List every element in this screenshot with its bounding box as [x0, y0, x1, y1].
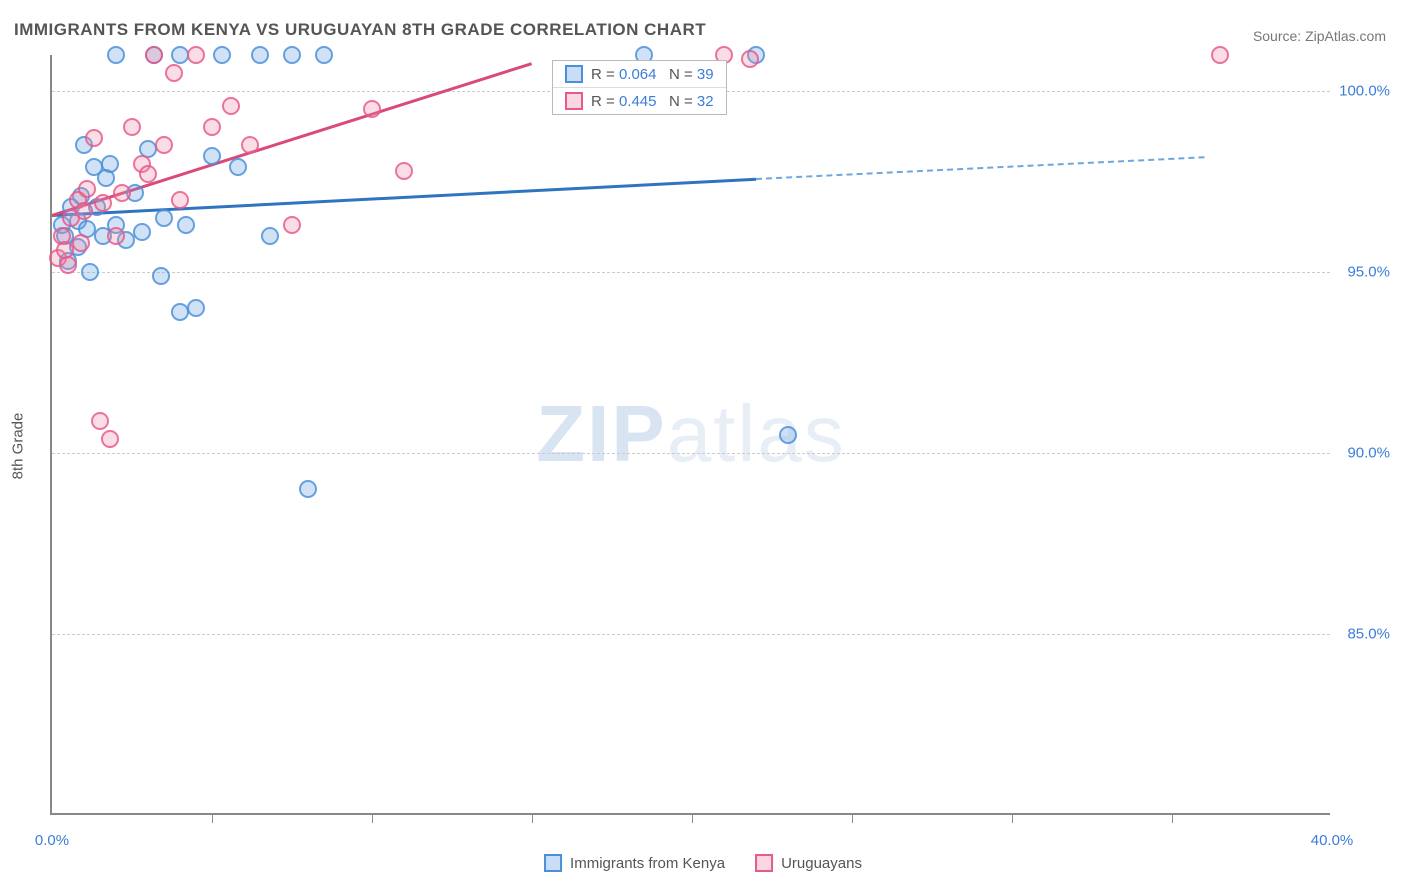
data-point [241, 136, 259, 154]
data-point [203, 147, 221, 165]
stats-legend-row: R = 0.445 N = 32 [553, 88, 726, 114]
data-point [187, 46, 205, 64]
source-attribution: Source: ZipAtlas.com [1253, 28, 1386, 44]
data-point [363, 100, 381, 118]
data-point [107, 227, 125, 245]
data-point [395, 162, 413, 180]
legend-swatch-blue [544, 854, 562, 872]
x-tick [852, 813, 853, 823]
data-point [222, 97, 240, 115]
legend-item-kenya: Immigrants from Kenya [544, 854, 725, 872]
data-point [171, 191, 189, 209]
data-point [155, 136, 173, 154]
data-point [101, 155, 119, 173]
data-point [299, 480, 317, 498]
data-point [283, 46, 301, 64]
data-point [283, 216, 301, 234]
watermark: ZIPatlas [536, 388, 845, 480]
data-point [78, 180, 96, 198]
data-point [123, 118, 141, 136]
x-tick [1012, 813, 1013, 823]
data-point [213, 46, 231, 64]
legend-swatch [565, 65, 583, 83]
data-point [203, 118, 221, 136]
x-tick [1172, 813, 1173, 823]
y-tick-label: 90.0% [1347, 445, 1390, 462]
y-tick-label: 100.0% [1339, 83, 1390, 100]
x-tick-label: 0.0% [35, 832, 69, 849]
data-point [94, 194, 112, 212]
source-name: ZipAtlas.com [1305, 28, 1386, 44]
gridline [52, 453, 1330, 454]
data-point [133, 223, 151, 241]
data-point [139, 165, 157, 183]
data-point [165, 64, 183, 82]
data-point [59, 256, 77, 274]
stats-text: R = 0.445 N = 32 [591, 93, 714, 110]
chart-title: IMMIGRANTS FROM KENYA VS URUGUAYAN 8TH G… [14, 20, 706, 40]
data-point [155, 209, 173, 227]
data-point [107, 46, 125, 64]
data-point [187, 299, 205, 317]
watermark-bold: ZIP [536, 389, 666, 478]
legend-item-uruguay: Uruguayans [755, 854, 862, 872]
y-tick-label: 95.0% [1347, 264, 1390, 281]
data-point [152, 267, 170, 285]
data-point [72, 234, 90, 252]
legend-swatch [565, 92, 583, 110]
data-point [779, 426, 797, 444]
y-tick-label: 85.0% [1347, 626, 1390, 643]
data-point [91, 412, 109, 430]
x-tick [692, 813, 693, 823]
y-axis-title: 8th Grade [10, 413, 27, 480]
data-point [741, 50, 759, 68]
legend-swatch-pink [755, 854, 773, 872]
data-point [101, 430, 119, 448]
source-label: Source: [1253, 28, 1305, 44]
stats-text: R = 0.064 N = 39 [591, 66, 714, 83]
x-tick [372, 813, 373, 823]
data-point [315, 46, 333, 64]
data-point [75, 202, 93, 220]
legend-label: Uruguayans [781, 855, 862, 872]
watermark-light: atlas [667, 389, 846, 478]
data-point [177, 216, 195, 234]
x-tick [212, 813, 213, 823]
x-tick [532, 813, 533, 823]
stats-legend-row: R = 0.064 N = 39 [553, 61, 726, 88]
data-point [251, 46, 269, 64]
data-point [113, 184, 131, 202]
gridline [52, 634, 1330, 635]
x-tick-label: 40.0% [1311, 832, 1354, 849]
scatter-chart: ZIPatlas 100.0%95.0%90.0%85.0%0.0%40.0%R… [50, 55, 1330, 815]
series-legend: Immigrants from Kenya Uruguayans [544, 854, 862, 872]
data-point [261, 227, 279, 245]
legend-label: Immigrants from Kenya [570, 855, 725, 872]
data-point [145, 46, 163, 64]
data-point [1211, 46, 1229, 64]
trend-line [756, 156, 1204, 180]
data-point [85, 158, 103, 176]
gridline [52, 272, 1330, 273]
data-point [229, 158, 247, 176]
data-point [85, 129, 103, 147]
data-point [81, 263, 99, 281]
stats-legend: R = 0.064 N = 39 R = 0.445 N = 32 [552, 60, 727, 115]
